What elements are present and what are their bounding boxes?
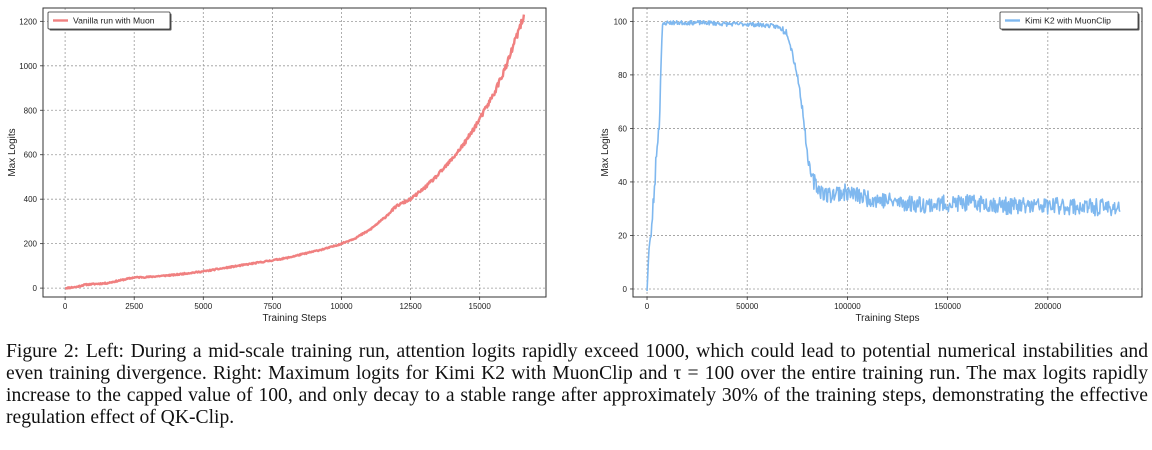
left-line-chart: 0 2500 5000 7500 10000 12500 15000 0 200 400 600 80… bbox=[7, 7, 547, 324]
x-tick-label: 200000 bbox=[1034, 302, 1061, 311]
y-tick-label: 1000 bbox=[19, 62, 37, 71]
legend-box bbox=[47, 11, 171, 30]
y-tick-label: 1200 bbox=[19, 17, 37, 26]
series-line bbox=[64, 14, 526, 290]
right-line-chart: 0 50000 100000 150000 200000 0 20 40 60 80 100 Trai… bbox=[600, 7, 1143, 324]
plot-area bbox=[633, 8, 1142, 297]
legend-box bbox=[999, 11, 1139, 30]
x-tick-label: 0 bbox=[645, 302, 650, 311]
plot-area bbox=[43, 8, 546, 297]
series-line bbox=[646, 20, 1121, 292]
y-tick-label: 200 bbox=[24, 240, 38, 249]
x-axis-label: Training Steps bbox=[855, 313, 919, 324]
figure-caption: Figure 2: Left: During a mid-scale train… bbox=[6, 341, 1148, 428]
x-tick-label: 100000 bbox=[834, 302, 861, 311]
y-tick-label: 0 bbox=[623, 285, 628, 294]
legend: Vanilla run with Muon bbox=[47, 11, 172, 31]
y-tick-label: 20 bbox=[618, 231, 627, 240]
x-tick-label: 50000 bbox=[736, 302, 759, 311]
legend-label: Vanilla run with Muon bbox=[73, 16, 155, 26]
legend: Kimi K2 with MuonClip bbox=[999, 11, 1140, 31]
y-tick-label: 800 bbox=[24, 106, 38, 115]
grid bbox=[43, 8, 546, 297]
y-tick-label: 80 bbox=[618, 71, 627, 80]
x-axis-label: Training Steps bbox=[262, 313, 326, 324]
x-tick-label: 2500 bbox=[125, 302, 143, 311]
x-tick-label: 150000 bbox=[934, 302, 961, 311]
x-tick-label: 7500 bbox=[263, 302, 281, 311]
x-tick-label: 12500 bbox=[399, 302, 422, 311]
y-tick-label: 100 bbox=[614, 17, 628, 26]
y-tick-label: 600 bbox=[24, 151, 38, 160]
y-tick-label: 0 bbox=[33, 284, 38, 293]
plot-frame bbox=[42, 7, 547, 298]
x-tick-label: 5000 bbox=[194, 302, 212, 311]
y-tick-label: 400 bbox=[24, 195, 38, 204]
y-tick-label: 40 bbox=[618, 178, 627, 187]
plot-frame bbox=[632, 7, 1143, 298]
legend-label: Kimi K2 with MuonClip bbox=[1025, 16, 1111, 26]
y-axis-label: Max Logits bbox=[600, 128, 611, 176]
x-tick-label: 10000 bbox=[330, 302, 353, 311]
x-tick-label: 15000 bbox=[469, 302, 492, 311]
y-axis-label: Max Logits bbox=[7, 128, 18, 176]
y-tick-label: 60 bbox=[618, 124, 627, 133]
x-tick-label: 0 bbox=[63, 302, 68, 311]
